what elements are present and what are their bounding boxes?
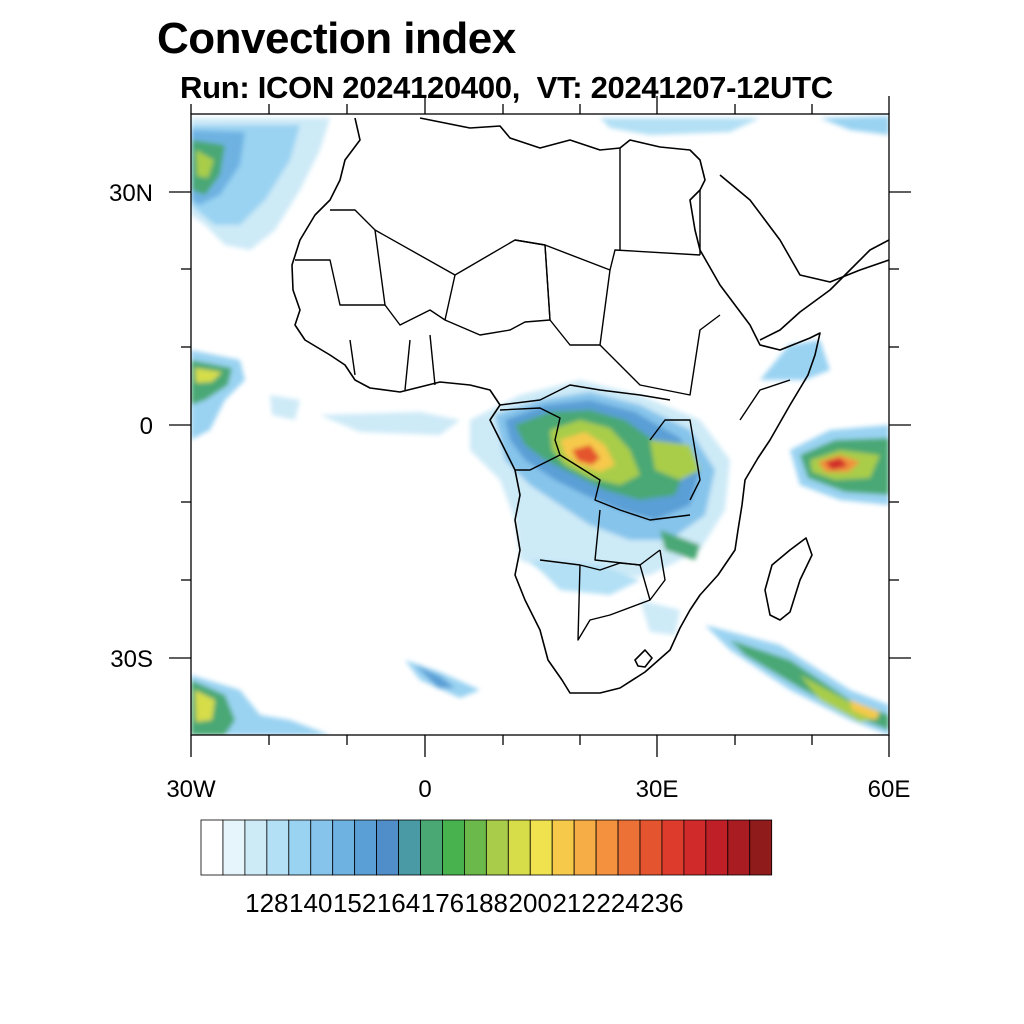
colorbar-swatch (705, 819, 729, 876)
colorbar-swatch (639, 819, 663, 876)
colorbar-swatch (222, 819, 246, 876)
lat-label-0: 0 (140, 413, 153, 440)
colorbar-label: 164 (377, 888, 420, 918)
field-west-atlantic (191, 350, 460, 440)
map-title: Convection index (157, 14, 516, 63)
map-subtitle: Run: ICON 2024120400, VT: 20241207-12UTC (180, 70, 833, 105)
colorbar-swatch (200, 819, 224, 876)
colorbar-swatch (749, 819, 773, 876)
colorbar-swatch (398, 819, 421, 876)
colorbar-swatch (266, 819, 290, 876)
colorbar-swatch (507, 819, 531, 876)
convection-field (191, 116, 889, 735)
colorbar-swatch (354, 819, 377, 876)
colorbar-label: 128 (245, 888, 288, 918)
colorbar-swatch (244, 819, 268, 876)
coastlines (291, 117, 889, 694)
lon-label-0: 0 (418, 776, 431, 803)
colorbar-label: 188 (465, 888, 508, 918)
colorbar-swatch (310, 819, 334, 876)
lon-label-30e: 30E (636, 776, 679, 803)
colorbar-swatch (529, 819, 553, 876)
field-northwest-atlantic (191, 118, 330, 250)
lat-label-30s: 30S (110, 646, 153, 673)
colorbar-label: 212 (552, 888, 595, 918)
colorbar-swatch (573, 819, 597, 876)
colorbar-swatch (288, 819, 312, 876)
colorbar-swatch (617, 819, 641, 876)
lon-label-30w: 30W (166, 776, 216, 803)
lat-label-30n: 30N (109, 180, 153, 207)
colorbar-label: 200 (509, 888, 552, 918)
field-southern-africa (530, 340, 830, 635)
colorbar-swatch (420, 819, 443, 876)
colorbar-label: 224 (596, 888, 639, 918)
colorbar-swatch (661, 819, 685, 876)
colorbar-label: 140 (289, 888, 332, 918)
colorbar-swatch (551, 819, 575, 876)
colorbar-swatch (376, 819, 399, 876)
field-south-atlantic (191, 660, 480, 735)
colorbar-swatch (727, 819, 751, 876)
colorbar-swatch (332, 819, 356, 876)
axis-ticks (169, 96, 911, 757)
colorbar-labels: 128 140 152 164 176 188 200 212 224 236 (245, 888, 683, 918)
colorbar-swatch (463, 819, 487, 876)
colorbar-swatch (683, 819, 707, 876)
country-borders (295, 148, 791, 641)
colorbar-label: 176 (421, 888, 464, 918)
colorbar-swatch (485, 819, 509, 876)
colorbar (200, 819, 773, 876)
colorbar-swatch (595, 819, 619, 876)
colorbar-label: 236 (640, 888, 683, 918)
colorbar-swatch (442, 819, 465, 876)
lon-label-60e: 60E (868, 776, 911, 803)
field-mediterranean (600, 116, 889, 135)
field-indian-ocean (705, 425, 889, 735)
colorbar-label: 152 (333, 888, 376, 918)
